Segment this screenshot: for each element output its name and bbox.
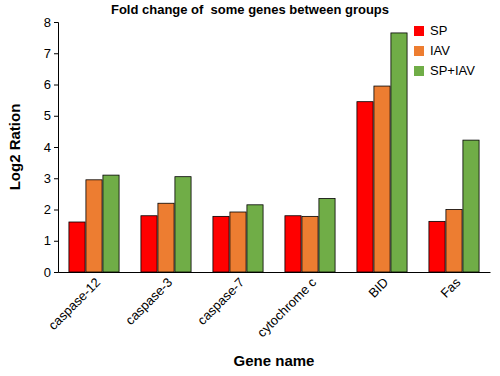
bar bbox=[285, 216, 301, 272]
tick: 4 bbox=[44, 140, 58, 155]
tick-label: 8 bbox=[44, 15, 51, 30]
bar bbox=[374, 86, 390, 272]
tick-label: 4 bbox=[44, 140, 51, 155]
tick-label: 6 bbox=[44, 77, 51, 92]
legend-item: IAV bbox=[414, 43, 450, 58]
tick-label: caspase-3 bbox=[122, 275, 175, 328]
legend-label: SP bbox=[430, 23, 447, 38]
tick: 2 bbox=[44, 202, 58, 217]
tick-mark bbox=[54, 53, 58, 54]
bar bbox=[302, 216, 318, 272]
legend-item: SP bbox=[414, 23, 447, 38]
tick: cytochrome c bbox=[254, 272, 320, 340]
bar bbox=[429, 221, 445, 272]
tick-label: BID bbox=[365, 275, 391, 301]
bar-series bbox=[103, 33, 479, 272]
tick-label: 7 bbox=[44, 46, 51, 61]
bar bbox=[357, 102, 373, 272]
tick-mark bbox=[54, 241, 58, 242]
y-axis-title: Log2 Ration bbox=[6, 104, 23, 191]
tick-label: caspase-7 bbox=[194, 275, 247, 328]
tick: caspase-3 bbox=[122, 272, 175, 328]
tick-mark bbox=[54, 116, 58, 117]
legend-swatch bbox=[414, 26, 424, 36]
tick-label: 3 bbox=[44, 171, 51, 186]
x-axis-title: Gene name bbox=[234, 352, 315, 369]
tick-label: 2 bbox=[44, 202, 51, 217]
tick-mark bbox=[54, 147, 58, 148]
bar bbox=[391, 33, 407, 272]
bar bbox=[158, 203, 174, 272]
legend: SP IAV SP+IAV bbox=[414, 23, 475, 78]
bar bbox=[86, 180, 102, 272]
bar bbox=[69, 222, 85, 272]
bar bbox=[230, 212, 246, 272]
tick: 7 bbox=[44, 46, 58, 61]
tick: Fas bbox=[437, 272, 463, 301]
bars bbox=[69, 33, 479, 272]
tick-mark bbox=[54, 272, 58, 273]
tick-label: Fas bbox=[437, 274, 463, 300]
bar bbox=[463, 140, 479, 272]
bar bbox=[213, 216, 229, 272]
y-axis: 0 1 2 3 4 5 6 7 8 bbox=[44, 15, 59, 280]
tick-mark bbox=[54, 22, 58, 23]
tick: BID bbox=[365, 272, 391, 301]
tick-label: cytochrome c bbox=[254, 274, 320, 340]
x-axis: caspase-12 caspase-3 caspase-7cytochrome c… bbox=[45, 272, 490, 340]
tick: 0 bbox=[44, 265, 58, 280]
bar bbox=[319, 199, 335, 272]
tick-label: 1 bbox=[44, 233, 51, 248]
chart: 0 1 2 3 4 5 6 7 8 caspase-12 caspase-3 caspase-7cyt… bbox=[0, 0, 500, 376]
tick-label: 0 bbox=[44, 265, 51, 280]
tick: 6 bbox=[44, 77, 58, 92]
tick-mark bbox=[54, 210, 58, 211]
legend-item: SP+IAV bbox=[414, 63, 475, 78]
legend-label: IAV bbox=[430, 43, 450, 58]
tick: 3 bbox=[44, 171, 58, 186]
tick-mark bbox=[54, 85, 58, 86]
legend-label: SP+IAV bbox=[430, 63, 475, 78]
axis-line bbox=[59, 272, 491, 273]
title: Fold change of some genes between groups bbox=[111, 2, 389, 17]
bar bbox=[103, 175, 119, 272]
legend-swatch bbox=[414, 66, 424, 76]
tick: caspase-7 bbox=[194, 272, 247, 328]
tick: 1 bbox=[44, 233, 58, 248]
axis-line bbox=[54, 23, 59, 273]
tick: 5 bbox=[44, 108, 58, 123]
tick: caspase-12 bbox=[45, 272, 103, 333]
bar bbox=[446, 210, 462, 273]
tick-label: 5 bbox=[44, 108, 51, 123]
legend-swatch bbox=[414, 46, 424, 56]
bar bbox=[175, 177, 191, 272]
tick: 8 bbox=[44, 15, 58, 30]
bar bbox=[141, 216, 157, 272]
tick-mark bbox=[54, 178, 58, 179]
tick-label: caspase-12 bbox=[45, 275, 103, 333]
bar bbox=[247, 205, 263, 272]
plot: 0 1 2 3 4 5 6 7 8 caspase-12 caspase-3 caspase-7cyt… bbox=[44, 15, 491, 340]
